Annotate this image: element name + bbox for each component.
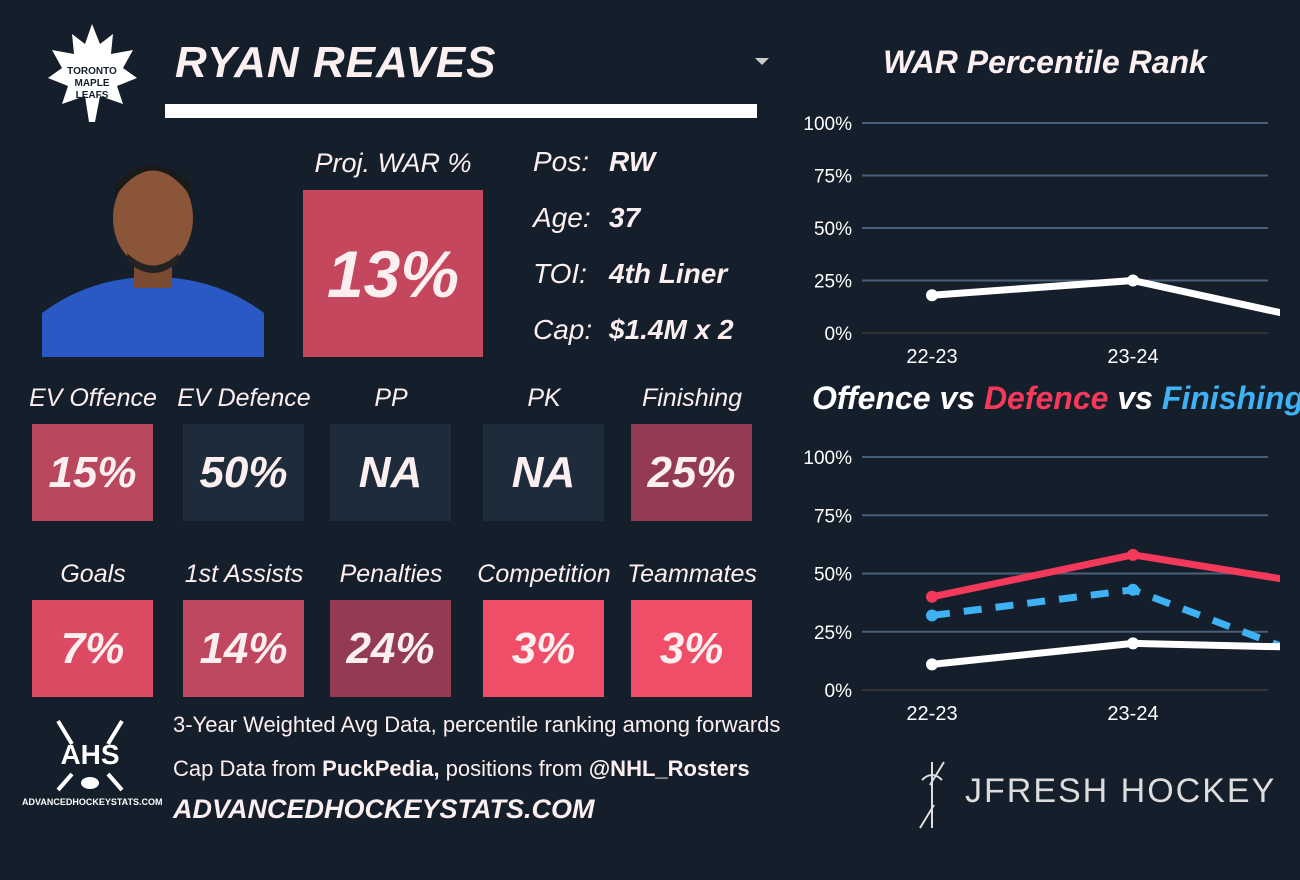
- chart2-title-part: vs: [1108, 380, 1162, 416]
- data-point-defence: [1127, 548, 1139, 561]
- proj-war-label: Proj. WAR %: [314, 148, 472, 178]
- name-underline: [165, 104, 757, 118]
- maple-leafs-logo: TORONTO MAPLE LEAFS: [45, 22, 140, 127]
- info-value: $1.4M x 2: [609, 314, 734, 345]
- series-line-finishing: [931, 586, 1280, 650]
- info-label: TOI:: [533, 258, 587, 289]
- info-pos: Pos: RW: [533, 146, 655, 178]
- tile-value-teammates: 3%: [631, 600, 752, 697]
- info-label: Pos:: [533, 146, 590, 177]
- info-cap: Cap: $1.4M x 2: [533, 314, 734, 346]
- y-tick-label: 75%: [814, 167, 852, 188]
- tile-label-ev-defence: EV Defence: [177, 384, 311, 412]
- tile-label-penalties: Penalties: [339, 560, 443, 588]
- chart2-title-part: Finishing: [1161, 380, 1300, 416]
- tile-label-pk: PK: [527, 384, 561, 412]
- data-point-war: [926, 289, 938, 302]
- chart2-title-part: Offence: [812, 380, 931, 416]
- tile-value-finishing: 25%: [631, 424, 752, 521]
- tile-value-ev-offence: 15%: [32, 424, 153, 521]
- y-tick-label: 50%: [814, 219, 852, 240]
- data-point-defence: [926, 590, 938, 603]
- data-point-offence: [926, 658, 938, 671]
- info-toi: TOI: 4th Liner: [533, 258, 727, 290]
- chart2-title-part: Defence: [983, 380, 1109, 416]
- x-tick-label: 22-23: [906, 346, 957, 368]
- info-value: RW: [609, 146, 656, 177]
- footer-text: Cap Data from: [173, 756, 323, 781]
- player-name: RYAN REAVES: [175, 38, 497, 87]
- y-tick-label: 50%: [814, 565, 852, 586]
- tile-label-goals: Goals: [60, 560, 126, 588]
- y-tick-label: 0%: [825, 681, 853, 702]
- tile-label-1st-assists: 1st Assists: [184, 560, 304, 588]
- svg-text:MAPLE: MAPLE: [75, 78, 110, 89]
- chart2-title: Offence vs Defence vs Finishing: [812, 380, 1300, 417]
- ahs-logo-text: AHS: [60, 739, 119, 770]
- svg-text:LEAFS: LEAFS: [76, 90, 109, 101]
- data-point-offence: [1127, 637, 1139, 650]
- puckpedia-link[interactable]: PuckPedia,: [322, 756, 440, 781]
- info-value: 37: [609, 202, 641, 233]
- svg-text:TORONTO: TORONTO: [67, 66, 117, 77]
- tile-label-ev-offence: EV Offence: [29, 384, 157, 412]
- x-tick-label: 23-24: [1107, 346, 1158, 368]
- footer-note: 3-Year Weighted Avg Data, percentile ran…: [173, 712, 781, 737]
- site-link[interactable]: ADVANCEDHOCKEYSTATS.COM: [173, 794, 595, 824]
- jfresh-logo-icon: [912, 760, 952, 830]
- info-label: Age:: [533, 202, 591, 233]
- player-photo: [42, 143, 264, 357]
- y-tick-label: 100%: [803, 114, 852, 135]
- tile-label-competition: Competition: [477, 560, 611, 588]
- tile-label-finishing: Finishing: [641, 384, 743, 412]
- tile-value-1st-assists: 14%: [183, 600, 304, 697]
- ahs-logo: AHS: [50, 716, 130, 796]
- tile-value-pp: NA: [330, 424, 451, 521]
- info-age: Age: 37: [533, 202, 640, 234]
- jfresh-brand: JFRESH HOCKEY: [965, 772, 1277, 810]
- data-point-finishing: [926, 609, 938, 622]
- y-tick-label: 100%: [803, 448, 852, 469]
- nhl-rosters-link[interactable]: @NHL_Rosters: [588, 756, 750, 781]
- info-value: 4th Liner: [609, 258, 728, 289]
- tile-value-goals: 7%: [32, 600, 153, 697]
- tile-value-penalties: 24%: [330, 600, 451, 697]
- x-tick-label: 22-23: [906, 703, 957, 725]
- series-line-offence: [931, 639, 1280, 668]
- y-tick-label: 25%: [814, 272, 852, 293]
- y-tick-label: 0%: [825, 324, 853, 345]
- info-label: Cap:: [533, 314, 593, 345]
- tile-value-competition: 3%: [483, 600, 604, 697]
- data-point-finishing: [1127, 583, 1139, 596]
- footer-sources: Cap Data from PuckPedia, positions from …: [173, 756, 750, 782]
- proj-war-value: 13%: [303, 190, 483, 357]
- footer-text: positions from: [439, 756, 589, 781]
- x-tick-label: 23-24: [1107, 703, 1158, 725]
- chart1-title: WAR Percentile Rank: [883, 44, 1207, 80]
- y-tick-label: 25%: [814, 623, 852, 644]
- y-tick-label: 75%: [814, 506, 852, 527]
- ahs-logo-small-text: ADVANCEDHOCKEYSTATS.COM: [22, 797, 163, 807]
- tile-value-ev-defence: 50%: [183, 424, 304, 521]
- tile-label-teammates: Teammates: [627, 560, 757, 588]
- chart2-title-part: vs: [930, 380, 984, 416]
- series-line-war: [931, 277, 1280, 317]
- tile-value-pk: NA: [483, 424, 604, 521]
- tile-label-pp: PP: [374, 384, 408, 412]
- player-dropdown-chevron-icon[interactable]: [755, 58, 769, 65]
- data-point-war: [1127, 274, 1139, 287]
